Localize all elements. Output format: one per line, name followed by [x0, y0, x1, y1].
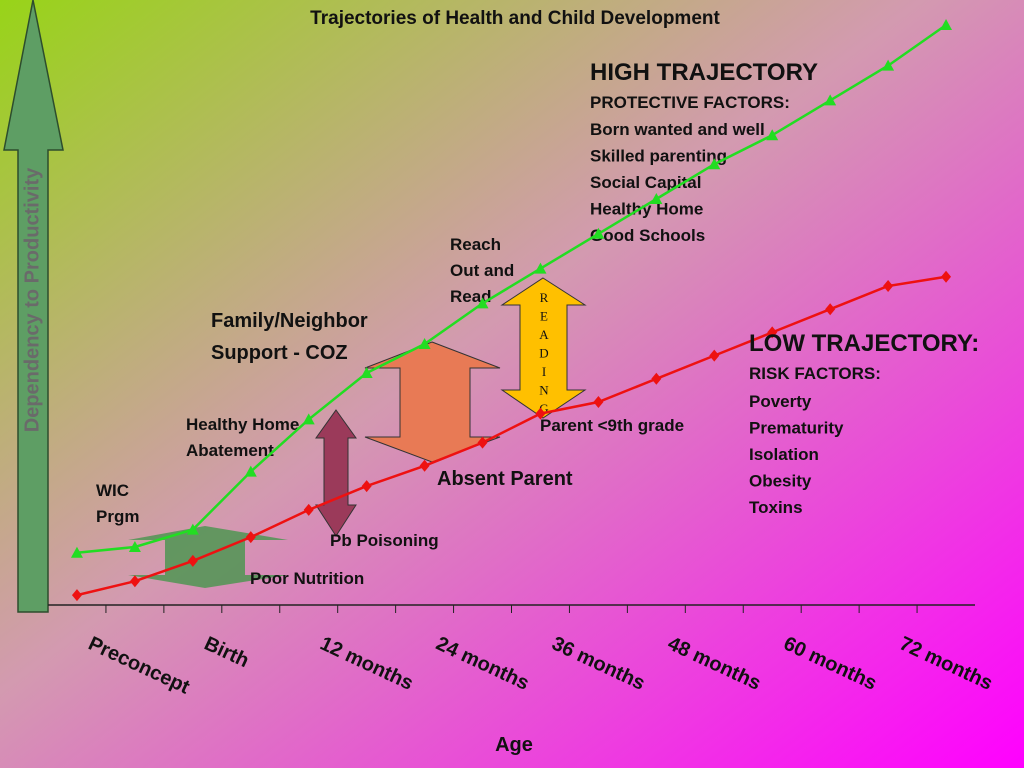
- point: [360, 367, 373, 378]
- annotation: WIC: [96, 481, 129, 500]
- y-axis-arrow: [3, 0, 64, 613]
- point: [535, 407, 546, 420]
- point: [709, 349, 720, 362]
- annotation: Isolation: [749, 445, 819, 464]
- reading-arrow: [500, 277, 587, 419]
- point: [477, 436, 488, 449]
- annotation: Skilled parenting: [590, 147, 727, 166]
- wic-arrow: [128, 526, 288, 588]
- point: [882, 59, 895, 71]
- point: [186, 523, 199, 535]
- annotation: Abatement: [186, 441, 274, 460]
- annotation: Toxins: [749, 498, 803, 517]
- point: [824, 94, 837, 106]
- annotation: Healthy Home: [590, 200, 703, 219]
- point: [245, 531, 256, 544]
- chart-title: Trajectories of Health and Child Develop…: [310, 8, 720, 29]
- point: [71, 589, 82, 602]
- annotation: Poor Nutrition: [250, 569, 364, 588]
- point: [129, 575, 140, 588]
- point: [766, 129, 779, 141]
- annotation: Parent <9th grade: [540, 416, 684, 435]
- annotation: Family/Neighbor: [211, 310, 368, 332]
- annotation: Healthy Home: [186, 415, 299, 434]
- point: [476, 297, 489, 309]
- point: [187, 554, 198, 567]
- point: [302, 413, 315, 425]
- point: [651, 372, 662, 385]
- point: [419, 459, 430, 472]
- annotations: HIGH TRAJECTORY PROTECTIVE FACTORS: LOW …: [250, 59, 979, 588]
- y-axis-label: Dependency to Productivity: [21, 167, 43, 432]
- point: [361, 480, 372, 493]
- high-title: HIGH TRAJECTORY: [590, 59, 818, 86]
- annotation: Prgm: [96, 507, 139, 526]
- point: [418, 338, 431, 349]
- point: [593, 396, 604, 408]
- series-line: [76, 23, 947, 555]
- point: [883, 280, 894, 292]
- high-heading: PROTECTIVE FACTORS:: [590, 93, 790, 112]
- point: [534, 262, 547, 274]
- point: [592, 227, 605, 239]
- annotation: Poverty: [749, 392, 812, 411]
- point: [303, 503, 314, 516]
- point: [650, 193, 663, 204]
- annotation: Obesity: [749, 472, 812, 491]
- annotation: Out and: [450, 261, 514, 280]
- annotation: Absent Parent: [437, 468, 573, 490]
- low-title: LOW TRAJECTORY:: [749, 330, 979, 357]
- point: [941, 270, 952, 283]
- low-heading: RISK FACTORS:: [749, 364, 881, 383]
- annotation: Reach: [450, 235, 501, 254]
- point: [940, 19, 953, 30]
- annotation: Support - COZ: [211, 342, 348, 364]
- pb-arrow: [315, 409, 357, 537]
- point: [767, 326, 778, 339]
- point: [244, 465, 257, 477]
- annotation: Good Schools: [590, 226, 705, 245]
- point: [825, 303, 836, 316]
- x-axis-label: Age: [495, 734, 533, 756]
- point: [128, 541, 141, 552]
- point: [708, 158, 721, 170]
- annotation: Pb Poisoning: [330, 531, 439, 550]
- annotation: Prematurity: [749, 419, 844, 438]
- series-line: [76, 275, 947, 597]
- point: [70, 546, 83, 558]
- annotation: Born wanted and well: [590, 120, 765, 139]
